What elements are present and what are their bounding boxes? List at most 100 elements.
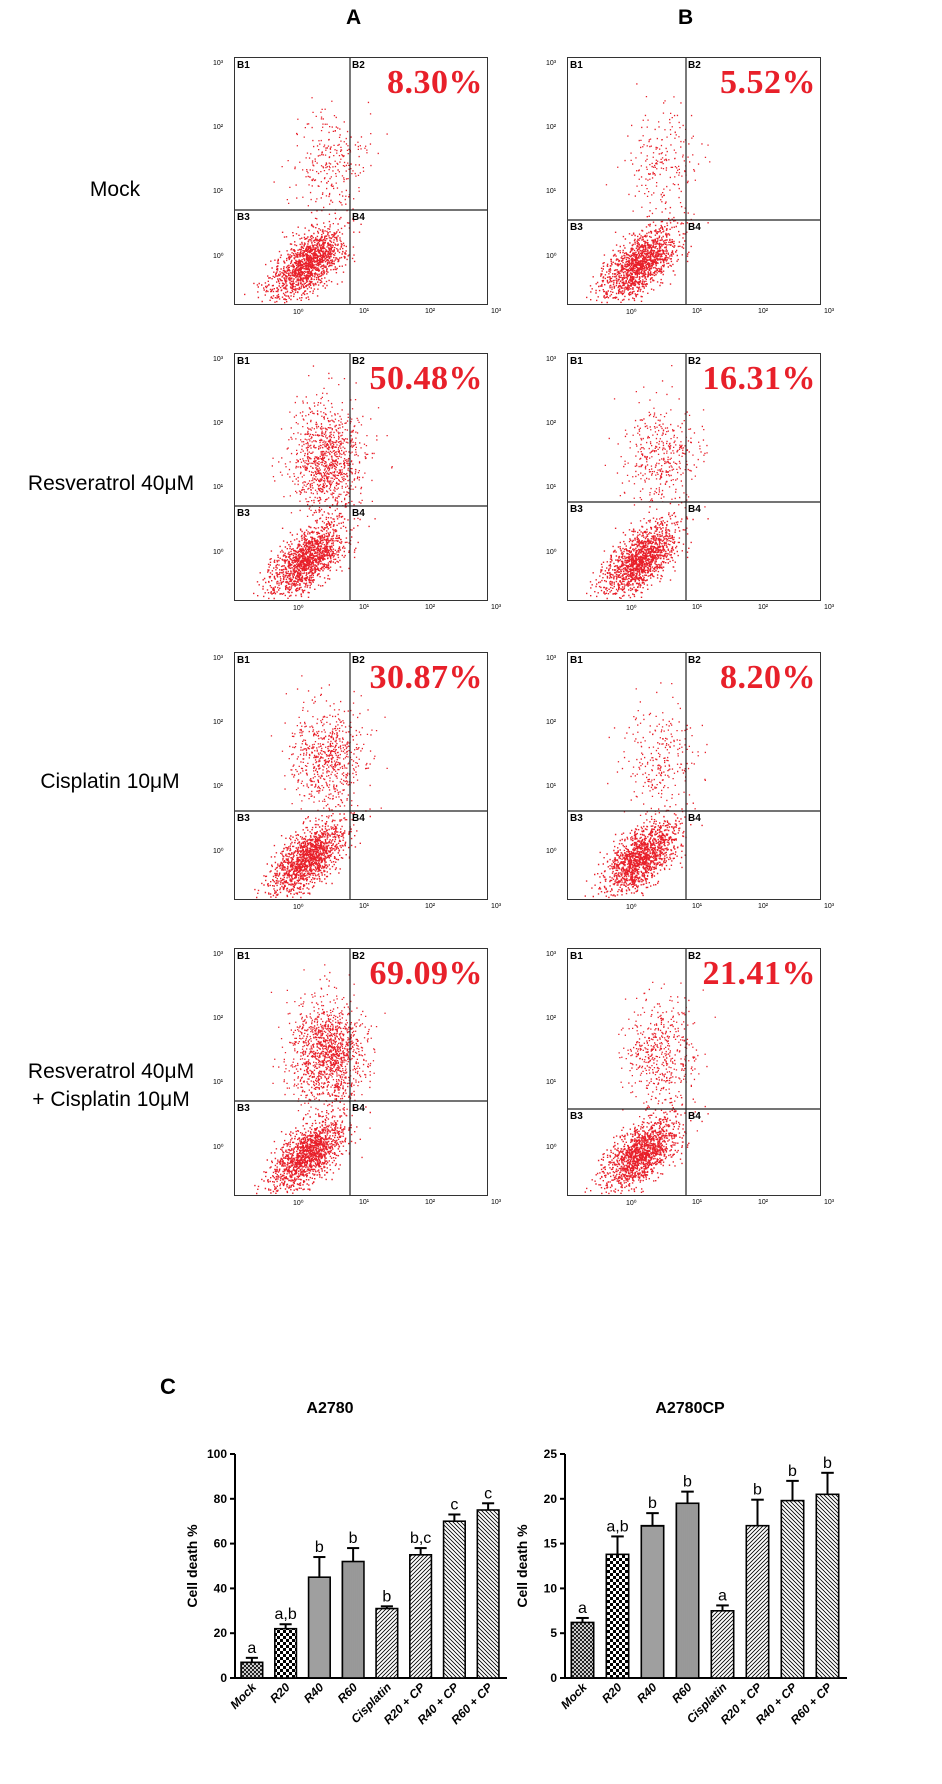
row-label-cisplatin: Cisplatin 10μM bbox=[10, 768, 210, 796]
quadrant-label-b3: B3 bbox=[570, 1111, 583, 1122]
significance-letter: b bbox=[683, 1474, 692, 1491]
y-tick-label: 10² bbox=[546, 124, 557, 131]
scatter-dots bbox=[253, 365, 393, 600]
x-tick-label: 10¹ bbox=[359, 903, 370, 910]
apoptosis-percentage: 5.52% bbox=[720, 64, 816, 101]
scatter-plot bbox=[568, 354, 820, 600]
apoptosis-percentage: 16.31% bbox=[702, 360, 816, 397]
significance-letter: a,b bbox=[606, 1518, 628, 1535]
y-tick-label: 10¹ bbox=[213, 484, 224, 491]
x-tick-label: 10⁰ bbox=[293, 904, 304, 911]
row-label-text: Mock bbox=[89, 178, 141, 201]
x-tick-label: R20 bbox=[267, 1680, 293, 1706]
x-tick-label: 10¹ bbox=[359, 308, 370, 315]
quadrant-label-b3: B3 bbox=[237, 508, 250, 519]
bar-chart-a2780: 0 20 40 60 80 100 Cell death % a Mock a,b R20 b R40 b… bbox=[184, 1447, 507, 1727]
significance-letter: b bbox=[753, 1482, 762, 1499]
x-tick-label: R40 bbox=[634, 1680, 660, 1706]
y-tick-label: 10¹ bbox=[546, 783, 557, 790]
x-tick-label: 10² bbox=[758, 1199, 769, 1206]
x-tick-label: 10⁰ bbox=[293, 605, 304, 612]
y-tick-label: 10¹ bbox=[546, 1079, 557, 1086]
quadrant-label-b2: B2 bbox=[688, 655, 701, 666]
y-tick-label: 10³ bbox=[213, 655, 224, 662]
scatter-points bbox=[254, 964, 386, 1195]
scatter-dots bbox=[586, 365, 709, 600]
x-tick-label: 10³ bbox=[491, 308, 502, 315]
quadrant-label-b2: B2 bbox=[352, 951, 365, 962]
column-header-b: B bbox=[678, 6, 694, 29]
x-tick-label: 10³ bbox=[824, 308, 835, 315]
x-tick-label: 10² bbox=[425, 604, 436, 611]
quadrant-label-b2: B2 bbox=[352, 60, 365, 71]
quadrant-label-b1: B1 bbox=[570, 60, 583, 71]
y-tick-label: 15 bbox=[544, 1537, 558, 1551]
quadrant-label-b2: B2 bbox=[352, 356, 365, 367]
scatter-plot bbox=[235, 949, 487, 1195]
x-tick-label: 10¹ bbox=[692, 308, 703, 315]
x-tick-label: 10³ bbox=[824, 903, 835, 910]
x-tick-label: Mock bbox=[227, 1679, 260, 1712]
y-tick-label: 10² bbox=[213, 1015, 224, 1022]
significance-letter: c bbox=[450, 1496, 458, 1513]
row-label-resveratrol: Resveratrol 40μM bbox=[0, 470, 222, 498]
y-tick-label: 10² bbox=[546, 719, 557, 726]
bar-r40-cp bbox=[442, 1520, 466, 1679]
y-tick-label: 10³ bbox=[546, 655, 557, 662]
y-tick-label: 60 bbox=[214, 1537, 228, 1551]
significance-letter: b bbox=[788, 1463, 797, 1480]
scatter-points bbox=[586, 365, 709, 600]
bar-mock bbox=[240, 1661, 264, 1679]
y-tick-label: 10¹ bbox=[213, 1079, 224, 1086]
x-tick-label: 10² bbox=[425, 1199, 436, 1206]
y-tick-label: 10¹ bbox=[546, 188, 557, 195]
x-tick-label: 10³ bbox=[824, 1199, 835, 1206]
significance-letter: a bbox=[718, 1587, 727, 1604]
x-tick-label: 10⁰ bbox=[293, 1200, 304, 1207]
x-tick-label: R60 bbox=[669, 1680, 695, 1706]
scatter-dots bbox=[584, 981, 716, 1195]
quadrant-label-b4: B4 bbox=[352, 508, 365, 519]
scatter-plot bbox=[568, 653, 820, 899]
flow-panel-a-2: B1 B2 B3 B4 30.87% 10³ 10² 10¹ 10⁰ 10⁰ 10¹ 10² 10³ bbox=[213, 652, 501, 911]
y-tick-label: 10⁰ bbox=[546, 549, 557, 556]
quadrant-label-b2: B2 bbox=[352, 655, 365, 666]
flow-panel-a-1: B1 B2 B3 B4 50.48% 10³ 10² 10¹ 10⁰ 10⁰ 10¹ 10² 10³ bbox=[213, 353, 501, 612]
quadrant-label-b2: B2 bbox=[688, 951, 701, 962]
x-tick-label: R40 bbox=[301, 1680, 327, 1706]
y-axis-label: Cell death % bbox=[514, 1524, 530, 1608]
scatter-points bbox=[253, 365, 393, 600]
x-tick-label: 10² bbox=[758, 604, 769, 611]
row-label-text-2: + Cisplatin 10μM bbox=[32, 1088, 190, 1112]
y-tick-label: 0 bbox=[220, 1671, 227, 1685]
scatter-dots bbox=[244, 97, 388, 304]
quadrant-label-b1: B1 bbox=[570, 356, 583, 367]
quadrant-label-b1: B1 bbox=[237, 951, 250, 962]
x-tick-label: 10¹ bbox=[692, 604, 703, 611]
scatter-points bbox=[584, 981, 716, 1195]
row-label-text: Resveratrol 40μM bbox=[27, 472, 195, 495]
scatter-dots bbox=[254, 964, 386, 1195]
bar-r60 bbox=[341, 1560, 365, 1679]
column-header-a: A bbox=[346, 6, 362, 29]
quadrant-label-b4: B4 bbox=[352, 813, 365, 824]
bar-chart-a2780cp: 0 5 10 15 20 25 Cell death % a Mock a,b R20 b R40 b R6… bbox=[514, 1447, 847, 1727]
quadrant-label-b2: B2 bbox=[688, 356, 701, 367]
x-tick-label: 10² bbox=[425, 903, 436, 910]
y-tick-label: 10³ bbox=[546, 951, 557, 958]
y-tick-label: 10⁰ bbox=[546, 1144, 557, 1151]
scatter-plot bbox=[235, 653, 487, 899]
x-tick-label: 10⁰ bbox=[626, 1200, 637, 1207]
scatter-dots bbox=[254, 675, 388, 899]
y-tick-label: 10² bbox=[546, 420, 557, 427]
y-tick-label: 10³ bbox=[546, 60, 557, 67]
bar-r40-cp bbox=[780, 1499, 805, 1679]
significance-letter: c bbox=[484, 1485, 492, 1502]
significance-letter: b bbox=[648, 1495, 657, 1512]
y-axis-label: Cell death % bbox=[184, 1524, 200, 1608]
row-label-mock: Mock bbox=[40, 176, 190, 204]
x-tick-label: R20 bbox=[599, 1680, 625, 1706]
quadrant-label-b4: B4 bbox=[352, 1103, 365, 1114]
apoptosis-percentage: 50.48% bbox=[369, 360, 483, 397]
scatter-points bbox=[586, 83, 711, 304]
